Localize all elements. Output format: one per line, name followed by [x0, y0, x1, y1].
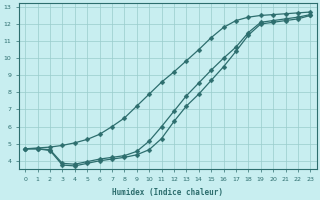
X-axis label: Humidex (Indice chaleur): Humidex (Indice chaleur) — [112, 188, 223, 197]
